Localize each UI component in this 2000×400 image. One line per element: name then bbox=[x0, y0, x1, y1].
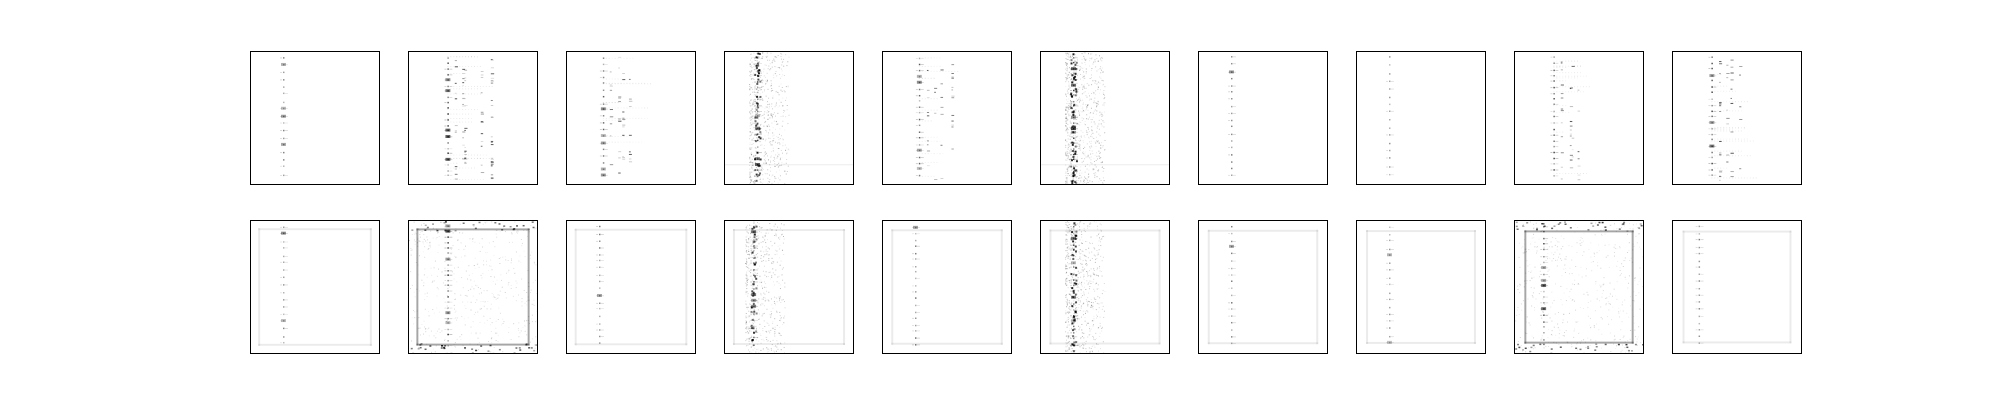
panel-image bbox=[1207, 225, 1319, 345]
image-panel bbox=[1198, 220, 1328, 354]
image-panel bbox=[724, 51, 854, 185]
image-panel bbox=[1040, 51, 1170, 185]
image-grid bbox=[250, 51, 1802, 354]
panel-image bbox=[732, 221, 846, 353]
image-panel bbox=[882, 220, 1012, 354]
panel-image bbox=[574, 225, 688, 346]
panel-image bbox=[280, 57, 288, 177]
panel-image bbox=[1228, 56, 1236, 176]
image-panel bbox=[1514, 51, 1644, 185]
image-panel bbox=[882, 51, 1012, 185]
panel-image bbox=[444, 56, 495, 181]
image-panel bbox=[250, 220, 380, 354]
panel-image bbox=[1682, 225, 1792, 344]
image-panel bbox=[566, 51, 696, 185]
image-panel bbox=[1198, 51, 1328, 185]
panel-image bbox=[891, 225, 1003, 346]
image-panel bbox=[1040, 220, 1170, 354]
image-panel bbox=[250, 51, 380, 185]
panel-image bbox=[409, 221, 537, 353]
panel-image bbox=[1386, 56, 1394, 176]
panel-image bbox=[1049, 221, 1161, 353]
panel-image bbox=[1366, 226, 1476, 344]
image-panel bbox=[724, 220, 854, 354]
panel-image bbox=[1515, 221, 1643, 353]
panel-image bbox=[725, 52, 853, 184]
panel-image bbox=[258, 226, 372, 346]
image-panel bbox=[1356, 51, 1486, 185]
panel-image bbox=[1550, 56, 1590, 181]
image-panel bbox=[1672, 51, 1802, 185]
image-panel bbox=[1672, 220, 1802, 354]
panel-image bbox=[915, 57, 959, 181]
image-panel bbox=[408, 220, 538, 354]
panel-image bbox=[1708, 56, 1757, 181]
image-panel bbox=[1514, 220, 1644, 354]
image-panel bbox=[1356, 220, 1486, 354]
image-panel bbox=[408, 51, 538, 185]
image-panel bbox=[566, 220, 696, 354]
panel-image bbox=[1041, 52, 1169, 184]
panel-image bbox=[599, 56, 652, 177]
